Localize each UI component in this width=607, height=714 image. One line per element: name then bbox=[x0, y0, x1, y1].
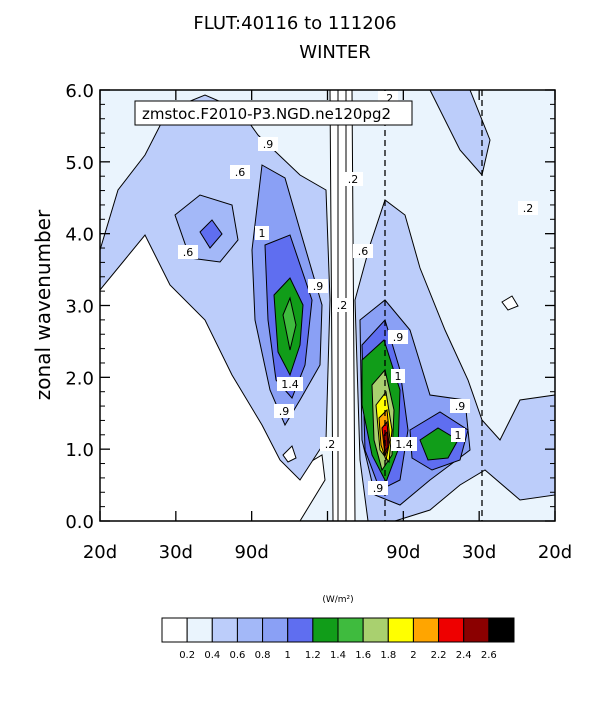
x-tick-label: 90d bbox=[234, 542, 268, 563]
contour-fill-white-patch-1 bbox=[282, 445, 297, 463]
svg-text:1: 1 bbox=[455, 429, 462, 442]
svg-text:.2: .2 bbox=[337, 299, 348, 312]
svg-text:.9: .9 bbox=[455, 400, 466, 413]
y-tick-label: 0.0 bbox=[65, 512, 94, 533]
contour-label: .2 bbox=[343, 172, 363, 186]
contour-label: .2 bbox=[332, 298, 352, 312]
contour-label: .6 bbox=[353, 244, 373, 258]
y-tick-label: 1.0 bbox=[65, 440, 94, 461]
svg-text:.6: .6 bbox=[235, 166, 246, 179]
svg-text:.9: .9 bbox=[393, 331, 404, 344]
colorbar-label: 2.2 bbox=[431, 650, 447, 661]
y-tick-label: 3.0 bbox=[65, 297, 94, 318]
contour-label: 1.4 bbox=[277, 377, 303, 391]
contour-fill-small-blob bbox=[199, 219, 223, 249]
colorbar-label: 1.8 bbox=[380, 650, 396, 661]
svg-text:.9: .9 bbox=[373, 482, 384, 495]
y-tick-label: 6.0 bbox=[65, 81, 94, 102]
colorbar-box bbox=[312, 617, 339, 643]
x-tick-label: 30d bbox=[462, 542, 496, 563]
colorbar-box bbox=[387, 617, 414, 643]
x-tick-label: 90d bbox=[386, 542, 420, 563]
contour-labels: .6 .9 .6 1 .9 1.4 .9 .2 .2 .6 .2 .9 1 1.4 .9 .9 1 .2 .2 bbox=[178, 91, 538, 495]
colorbar-label: 0.6 bbox=[229, 650, 245, 661]
colorbar-label: 0.4 bbox=[204, 650, 220, 661]
y-tick-label: 2.0 bbox=[65, 368, 94, 389]
x-tick-label: 30d bbox=[159, 542, 193, 563]
svg-text:.2: .2 bbox=[348, 173, 359, 186]
svg-text:.9: .9 bbox=[313, 280, 324, 293]
colorbar-box bbox=[287, 617, 314, 643]
colorbar-box bbox=[186, 617, 213, 643]
contour-fill-right-green-blob bbox=[419, 427, 459, 461]
colorbar-label: 1.4 bbox=[330, 650, 346, 661]
units-label: (W/m²) bbox=[322, 595, 353, 605]
svg-text:1: 1 bbox=[259, 227, 266, 240]
colorbar-box bbox=[362, 617, 389, 643]
chart-title: FLUT:40116 to 111206 bbox=[193, 13, 396, 34]
x-tick-label: 20d bbox=[538, 542, 572, 563]
y-axis-label: zonal wavenumber bbox=[31, 209, 55, 400]
colorbar-box bbox=[211, 617, 238, 643]
svg-text:.2: .2 bbox=[523, 202, 534, 215]
contour-label: 1 bbox=[255, 226, 269, 240]
colorbar-box bbox=[463, 617, 490, 643]
svg-text:1: 1 bbox=[395, 370, 402, 383]
colorbar-label: 2.6 bbox=[481, 650, 497, 661]
contour-label: .9 bbox=[450, 399, 470, 413]
contour-label: 1 bbox=[451, 428, 465, 442]
contour-label: .6 bbox=[230, 165, 250, 179]
colorbar-label: 2.4 bbox=[456, 650, 472, 661]
colorbar-box bbox=[412, 617, 440, 643]
svg-text:1.4: 1.4 bbox=[395, 438, 413, 451]
contour-label: .9 bbox=[274, 404, 294, 418]
svg-text:.2: .2 bbox=[325, 438, 336, 451]
colorbar: 0.2 0.4 0.6 0.8 1 1.2 1.4 1.6 1.8 2 2.2 2.4 2.6 bbox=[161, 617, 515, 661]
contour-fill-left-green-inner bbox=[282, 296, 297, 351]
y-axis: 0.0 1.0 2.0 3.0 4.0 5.0 6.0 bbox=[65, 81, 555, 533]
x-tick-label: 20d bbox=[83, 542, 117, 563]
contour-label: .9 bbox=[388, 330, 408, 344]
contour-label: .2 bbox=[320, 437, 340, 451]
colorbar-label: 1.2 bbox=[305, 650, 321, 661]
svg-text:1.4: 1.4 bbox=[281, 378, 299, 391]
colorbar-label: 2 bbox=[410, 650, 416, 661]
annotation-text: zmstoc.F2010-P3.NGD.ne120pg2 bbox=[142, 105, 391, 123]
contour-label: .6 bbox=[178, 245, 198, 259]
contour-label: 1.4 bbox=[391, 437, 417, 451]
colorbar-box bbox=[161, 617, 188, 643]
annotation-box: zmstoc.F2010-P3.NGD.ne120pg2 bbox=[134, 100, 413, 126]
svg-text:.6: .6 bbox=[183, 246, 194, 259]
colorbar-box bbox=[438, 617, 465, 643]
x-axis: 20d 30d 90d 90d 30d 20d bbox=[83, 90, 572, 563]
svg-text:.2: .2 bbox=[383, 92, 394, 105]
svg-text:.9: .9 bbox=[279, 405, 290, 418]
contour-label: .9 bbox=[308, 279, 328, 293]
colorbar-label: 0.2 bbox=[179, 650, 195, 661]
contour-label: .2 bbox=[518, 201, 538, 215]
contour-label: 1 bbox=[391, 369, 405, 383]
svg-text:.6: .6 bbox=[358, 245, 369, 258]
plot-area bbox=[99, 89, 556, 522]
colorbar-box bbox=[236, 617, 264, 643]
colorbar-label: 0.8 bbox=[255, 650, 271, 661]
y-tick-label: 5.0 bbox=[65, 153, 94, 174]
colorbar-label: 1.6 bbox=[355, 650, 371, 661]
y-tick-label: 4.0 bbox=[65, 225, 94, 246]
svg-text:.9: .9 bbox=[263, 138, 274, 151]
colorbar-box bbox=[262, 617, 289, 643]
colorbar-label: 1 bbox=[285, 650, 291, 661]
contour-label: .9 bbox=[258, 137, 278, 151]
colorbar-box bbox=[337, 617, 364, 643]
chart-subtitle: WINTER bbox=[299, 42, 370, 63]
contour-label: .9 bbox=[368, 481, 388, 495]
colorbar-box bbox=[488, 617, 515, 643]
contour-fill-white-patch-2 bbox=[501, 295, 519, 311]
